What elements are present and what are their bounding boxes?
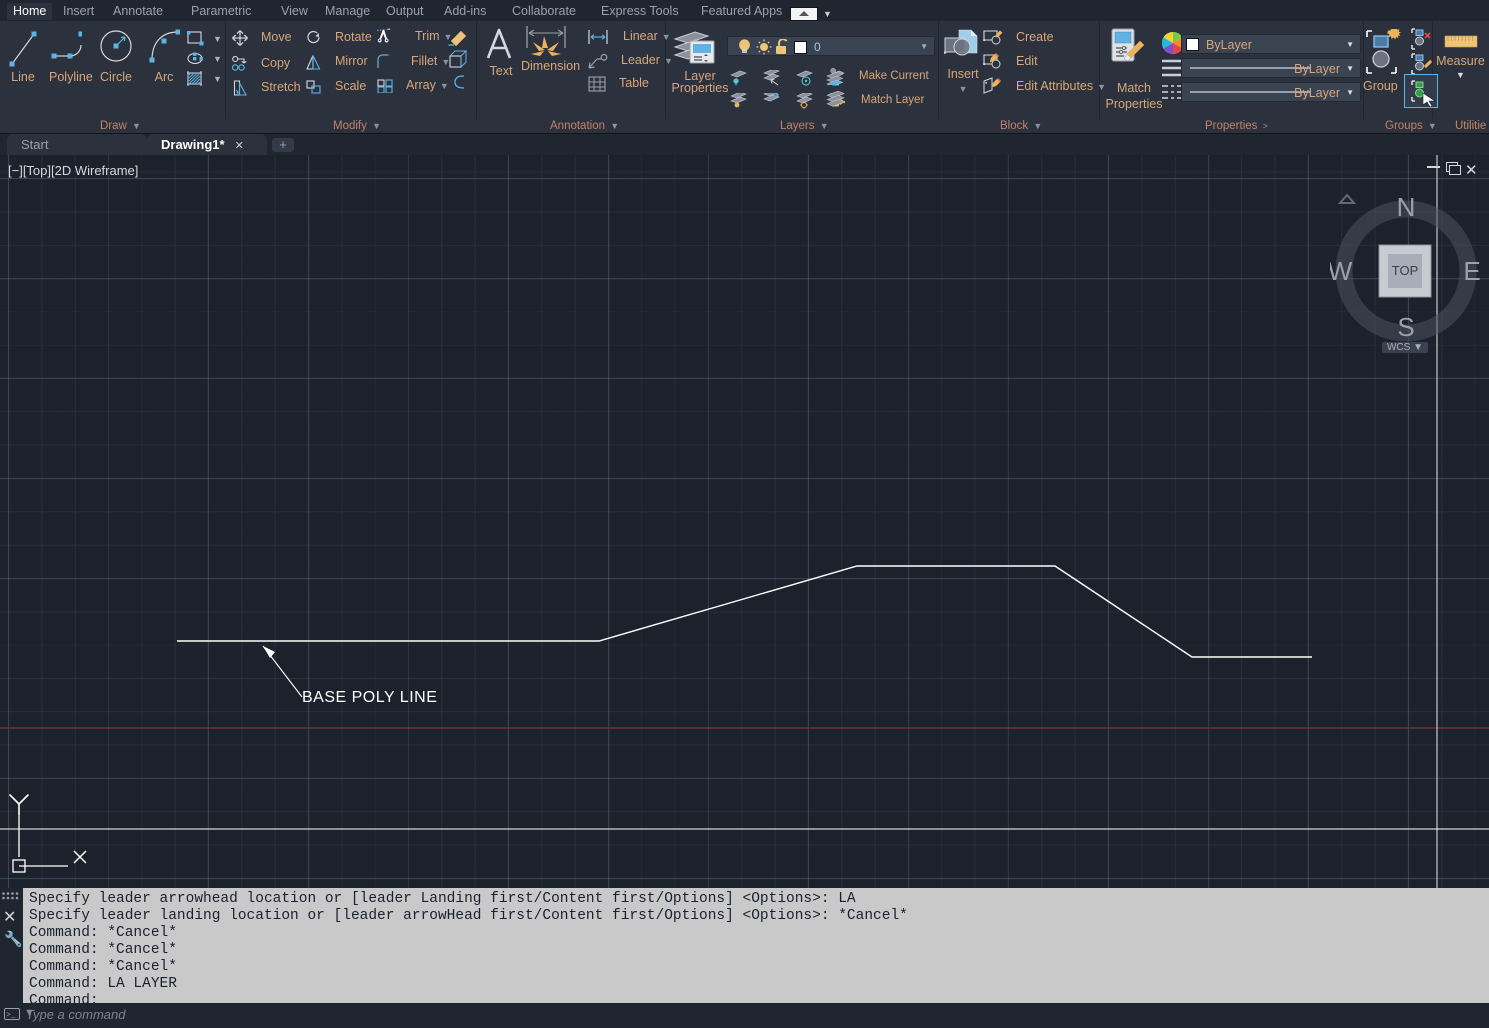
svg-text:>_: >_ xyxy=(6,1011,16,1020)
